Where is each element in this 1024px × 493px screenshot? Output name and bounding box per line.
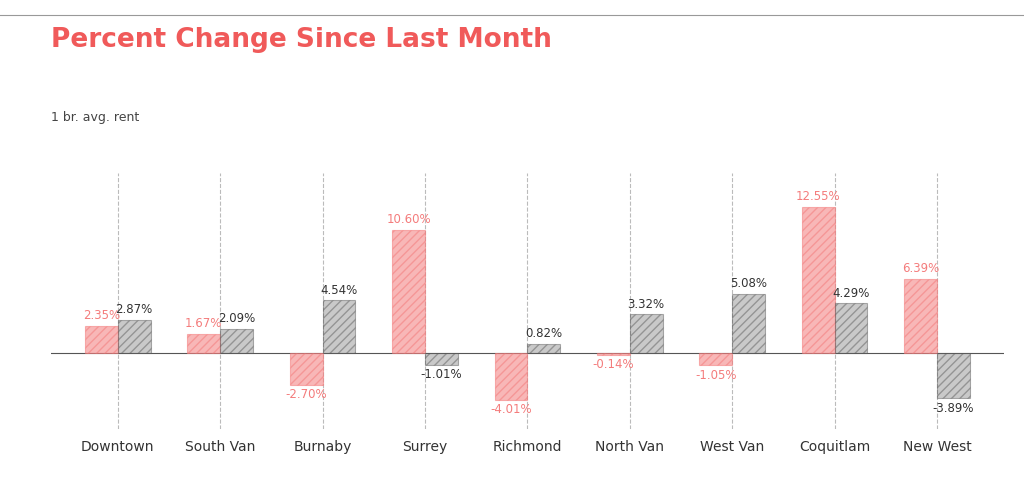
Text: 1 br. avg. rent: 1 br. avg. rent	[51, 111, 139, 124]
Bar	[495, 353, 527, 400]
Bar	[85, 326, 118, 353]
Text: 2.35%: 2.35%	[83, 309, 120, 322]
Text: 5.08%: 5.08%	[730, 278, 767, 290]
Bar	[290, 353, 323, 385]
Text: 10.60%: 10.60%	[386, 213, 431, 226]
Bar	[802, 207, 835, 353]
Bar	[187, 334, 220, 353]
Text: 3.32%: 3.32%	[628, 298, 665, 311]
Bar	[597, 353, 630, 355]
Text: Percent Change Since Last Month: Percent Change Since Last Month	[51, 27, 552, 53]
Text: -0.14%: -0.14%	[593, 358, 634, 371]
Text: 2.09%: 2.09%	[218, 313, 255, 325]
Text: -3.89%: -3.89%	[933, 402, 974, 415]
Text: -1.05%: -1.05%	[695, 369, 736, 382]
Text: -2.70%: -2.70%	[286, 388, 327, 401]
Bar	[937, 353, 970, 398]
Bar	[323, 300, 355, 353]
Bar	[630, 315, 663, 353]
Text: 1.67%: 1.67%	[185, 317, 222, 330]
Bar	[392, 230, 425, 353]
Bar	[220, 329, 253, 353]
Text: 0.82%: 0.82%	[525, 327, 562, 340]
Bar	[527, 344, 560, 353]
Text: -1.01%: -1.01%	[421, 368, 462, 382]
Text: 12.55%: 12.55%	[796, 190, 841, 204]
Text: 4.54%: 4.54%	[321, 284, 357, 297]
Bar	[699, 353, 732, 365]
Text: 4.29%: 4.29%	[833, 287, 869, 300]
Bar	[118, 320, 151, 353]
Text: -4.01%: -4.01%	[490, 403, 531, 417]
Bar	[425, 353, 458, 365]
Bar	[904, 279, 937, 353]
Text: 2.87%: 2.87%	[116, 303, 153, 316]
Bar	[835, 303, 867, 353]
Text: 6.39%: 6.39%	[902, 262, 939, 275]
Bar	[732, 294, 765, 353]
